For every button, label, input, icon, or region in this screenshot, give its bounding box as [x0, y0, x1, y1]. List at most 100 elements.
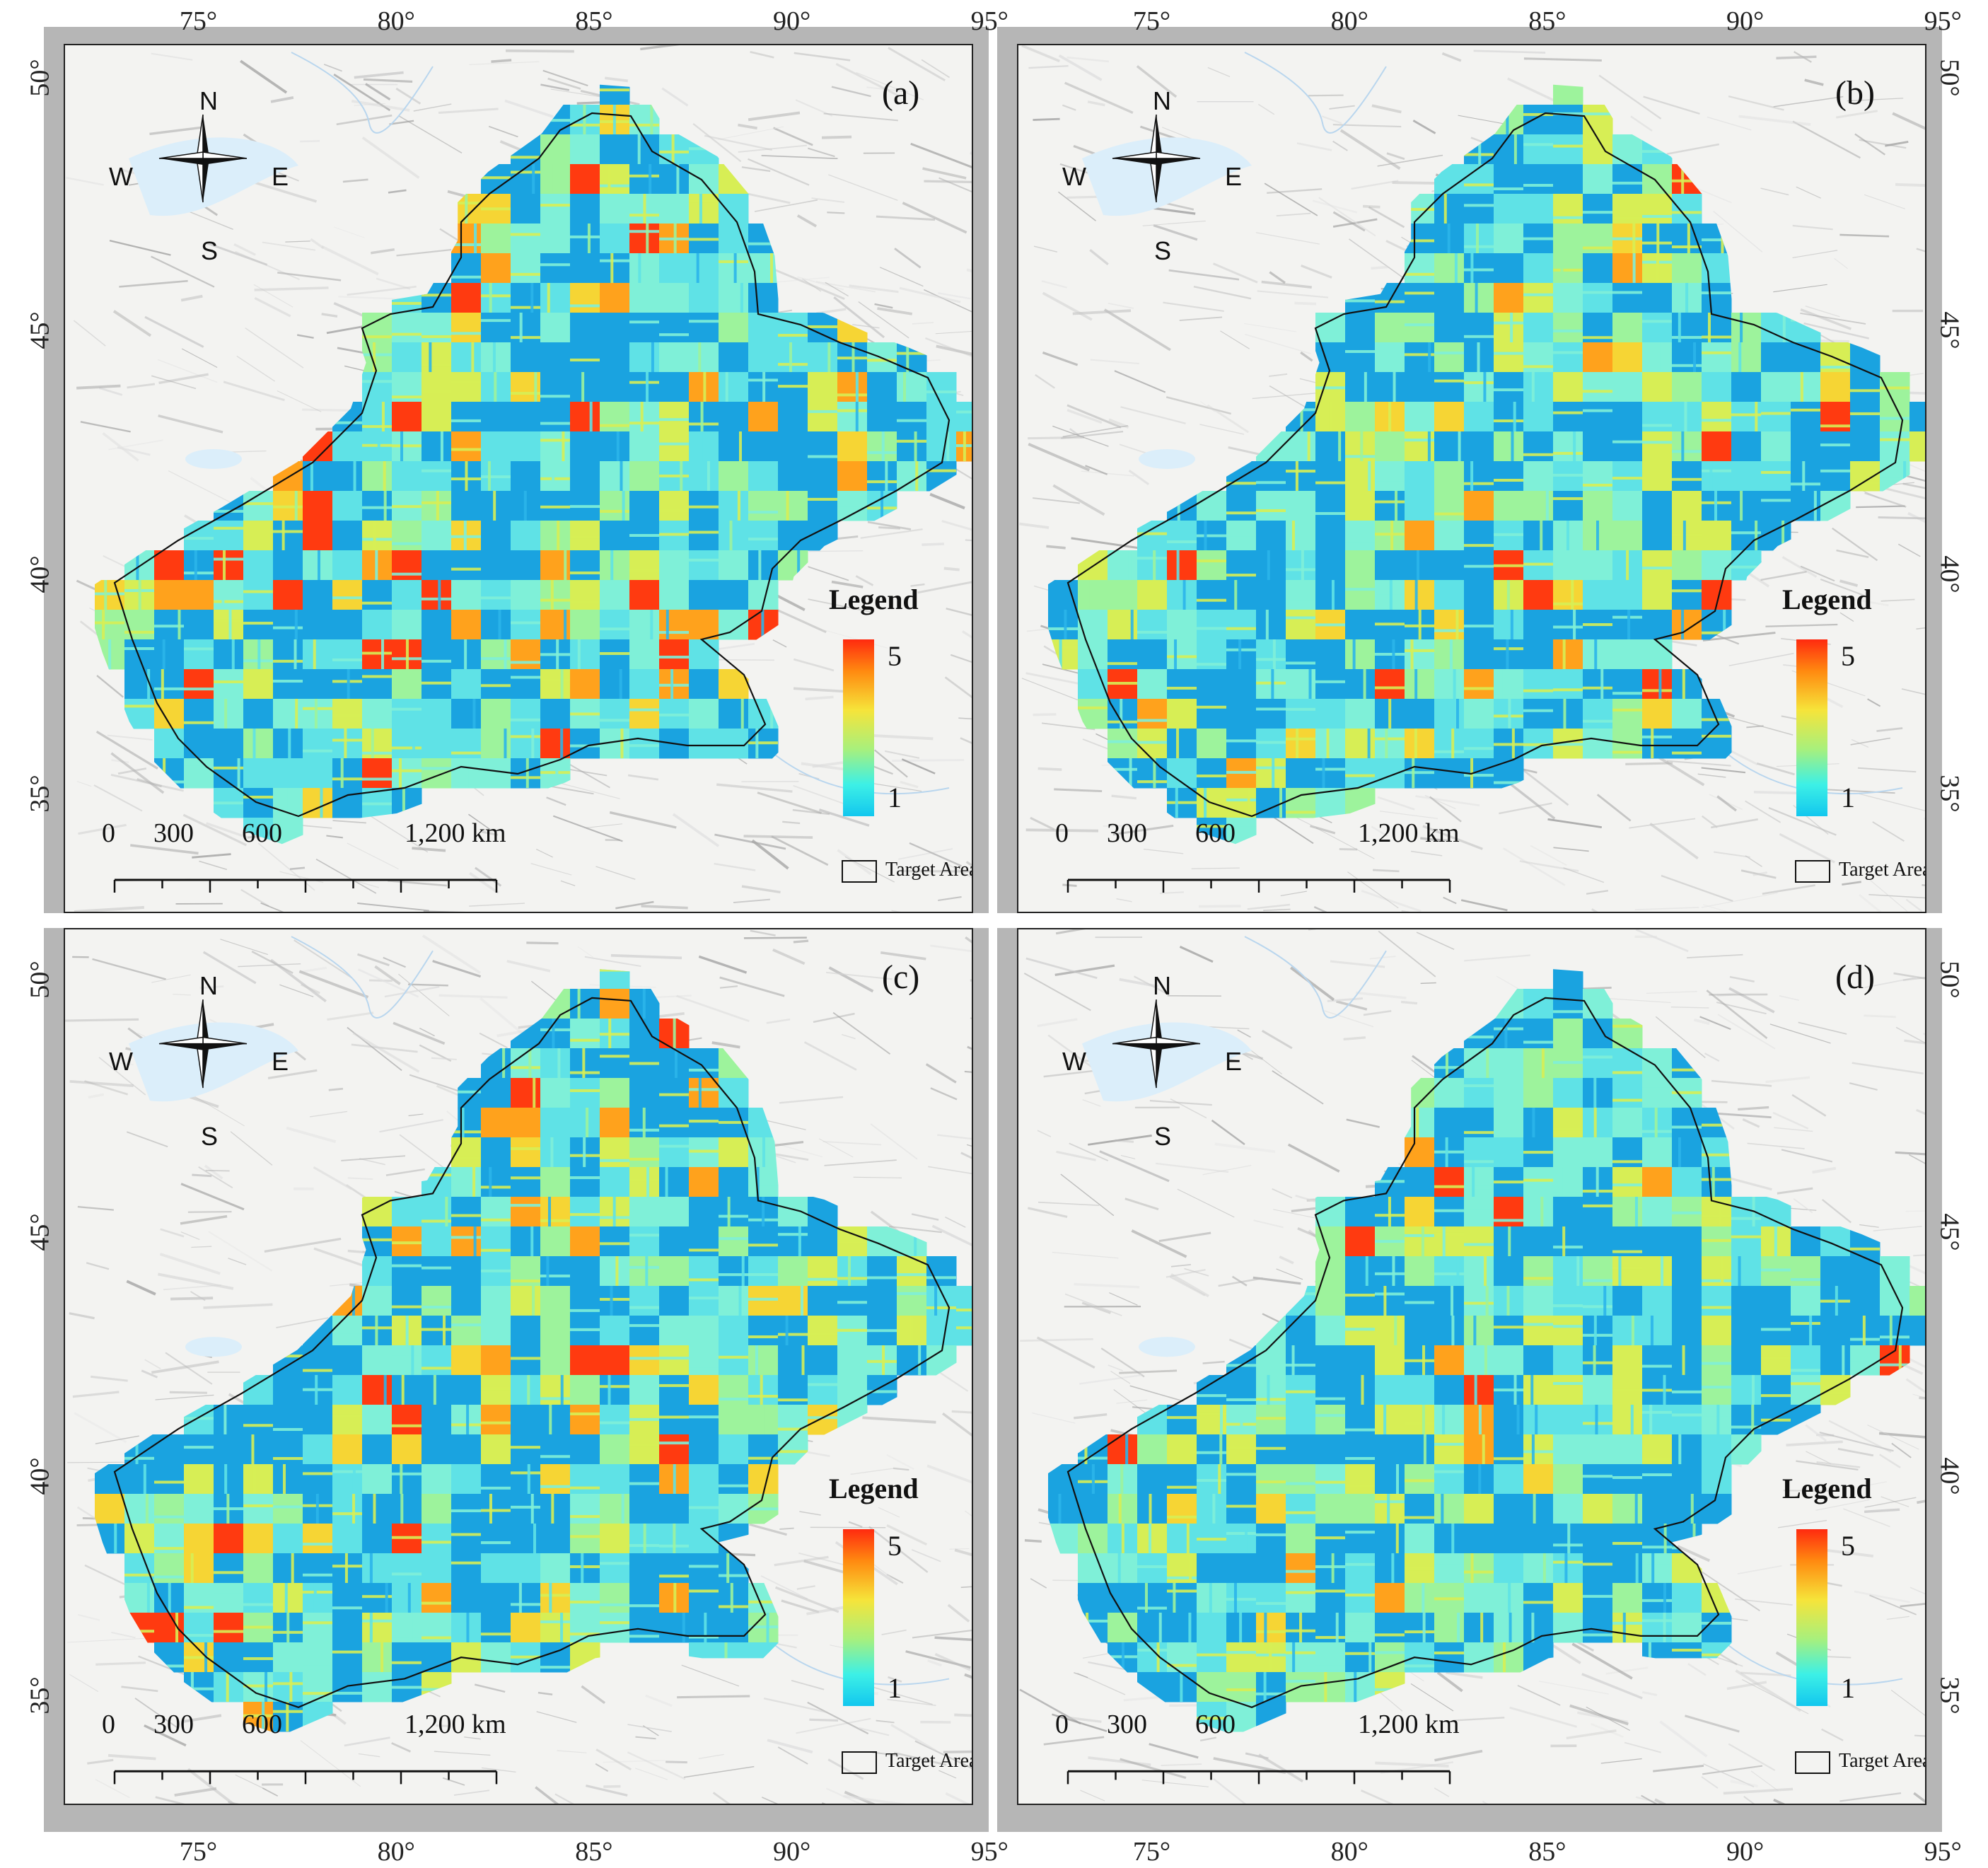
compass-n: N	[1153, 86, 1171, 115]
legend-colorbar	[843, 639, 874, 816]
north-arrow-icon	[1112, 114, 1201, 203]
panel-label: (b)	[1835, 74, 1875, 112]
compass-w: W	[1062, 162, 1086, 191]
scale-bar-label: 1,200 km	[1358, 818, 1460, 848]
longitude-tick-label: 75°	[179, 6, 218, 36]
scale-bar-label: 0	[1055, 1709, 1069, 1739]
target-area-label: Target Area	[1839, 859, 1926, 881]
latitude-tick-label: 50°	[1934, 961, 1965, 999]
compass-s: S	[1154, 236, 1172, 265]
legend-target-area: Target Area	[1795, 859, 1926, 883]
scale-bar-label: 0	[1055, 818, 1069, 848]
longitude-tick-label: 85°	[575, 1837, 613, 1867]
scale-bar	[113, 878, 498, 893]
target-area-swatch	[842, 1751, 877, 1774]
longitude-tick-label: 75°	[1132, 1837, 1171, 1867]
scale-bar	[113, 1770, 498, 1785]
compass-w: W	[109, 1047, 133, 1077]
legend-max-value: 5	[888, 1529, 902, 1562]
latitude-tick-label: 40°	[1934, 1457, 1965, 1495]
compass-e: E	[1225, 162, 1243, 191]
scale-bar-label: 600	[242, 818, 282, 848]
compass-e: E	[272, 162, 289, 191]
scale-bar-label: 1,200 km	[1358, 1709, 1460, 1739]
target-area-swatch	[1795, 859, 1830, 883]
scale-bar-label: 0	[102, 818, 115, 848]
compass-s: S	[1154, 1122, 1172, 1151]
legend-min-value: 1	[1841, 1672, 1855, 1705]
latitude-tick-label: 50°	[25, 59, 55, 97]
latitude-tick-label: 40°	[25, 555, 55, 593]
latitude-tick-label: 35°	[1934, 1676, 1965, 1715]
north-arrow-icon	[158, 114, 248, 203]
legend-max-value: 5	[1841, 1529, 1855, 1562]
scale-bar-label: 0	[102, 1709, 115, 1739]
compass-w: W	[1062, 1047, 1086, 1077]
compass-s: S	[201, 236, 219, 265]
legend-min-value: 1	[888, 1672, 902, 1705]
scale-bar-label: 300	[153, 818, 194, 848]
compass-e: E	[272, 1047, 289, 1077]
legend-target-area: Target Area	[842, 1750, 972, 1774]
latitude-tick-label: 35°	[25, 1676, 55, 1715]
legend-colorbar	[1796, 639, 1827, 816]
map-panel-d: (d) N S E W Legend 5 1 Target Area 0 300 600 1,200 k…	[1017, 928, 1926, 1805]
target-area-swatch	[842, 859, 877, 883]
map-panel-c: (c) N S E W Legend 5 1 Target Area 0 300 600 1,200 k…	[64, 928, 973, 1805]
latitude-tick-label: 45°	[25, 311, 55, 349]
scale-bar-label: 600	[242, 1709, 282, 1739]
longitude-tick-label: 95°	[1924, 1837, 1962, 1867]
longitude-tick-label: 90°	[1726, 1837, 1765, 1867]
longitude-tick-label: 75°	[179, 1837, 218, 1867]
latitude-tick-label: 50°	[25, 961, 55, 999]
longitude-tick-label: 90°	[772, 1837, 811, 1867]
longitude-tick-label: 80°	[377, 6, 415, 36]
longitude-tick-label: 90°	[1726, 6, 1765, 36]
legend-title: Legend	[829, 1472, 919, 1504]
latitude-tick-label: 45°	[1934, 1213, 1965, 1251]
latitude-tick-label: 45°	[1934, 311, 1965, 349]
legend-max-value: 5	[1841, 640, 1855, 672]
latitude-tick-label: 45°	[25, 1213, 55, 1251]
compass-n: N	[1153, 970, 1171, 1000]
compass-w: W	[109, 162, 133, 191]
longitude-tick-label: 85°	[575, 6, 613, 36]
map-panel-a: (a) N S E W Legend 5 1 Target Area 0 300 600 1,200 k…	[64, 44, 973, 913]
coverage-tiles	[95, 84, 972, 845]
longitude-tick-label: 80°	[1330, 6, 1368, 36]
legend-title: Legend	[829, 584, 919, 615]
panel-label: (d)	[1835, 958, 1875, 997]
scale-bar-label: 300	[153, 1709, 194, 1739]
legend-colorbar	[843, 1528, 874, 1706]
legend-colorbar	[1796, 1528, 1827, 1706]
scale-bar-label: 600	[1195, 1709, 1236, 1739]
scale-bar-label: 300	[1107, 1709, 1147, 1739]
scale-bar-label: 1,200 km	[405, 818, 506, 848]
longitude-tick-label: 95°	[1924, 6, 1962, 36]
longitude-tick-label: 75°	[1132, 6, 1171, 36]
north-arrow-icon	[158, 999, 248, 1089]
longitude-tick-label: 90°	[772, 6, 811, 36]
scale-bar	[1066, 1770, 1451, 1785]
scale-bar-label: 600	[1195, 818, 1236, 848]
compass-s: S	[201, 1122, 219, 1151]
target-area-label: Target Area	[885, 859, 973, 881]
longitude-tick-label: 85°	[1528, 1837, 1566, 1867]
scale-bar	[1066, 878, 1451, 893]
longitude-tick-label: 95°	[970, 1837, 1008, 1867]
legend-title: Legend	[1782, 584, 1872, 615]
panel-label: (c)	[882, 958, 920, 997]
coverage-tiles	[95, 969, 972, 1732]
latitude-tick-label: 40°	[1934, 555, 1965, 593]
compass-e: E	[1225, 1047, 1243, 1077]
legend-target-area: Target Area	[842, 859, 973, 883]
legend-max-value: 5	[888, 640, 902, 672]
latitude-tick-label: 35°	[25, 775, 55, 813]
target-area-swatch	[1795, 1751, 1830, 1774]
target-area-label: Target Area	[1839, 1750, 1926, 1773]
longitude-tick-label: 80°	[377, 1837, 415, 1867]
scale-bar-label: 300	[1107, 818, 1147, 848]
latitude-tick-label: 35°	[1934, 775, 1965, 813]
compass-n: N	[199, 86, 218, 115]
map-panel-b: (b) N S E W Legend 5 1 Target Area 0 300 600 1,200 k…	[1017, 44, 1926, 913]
